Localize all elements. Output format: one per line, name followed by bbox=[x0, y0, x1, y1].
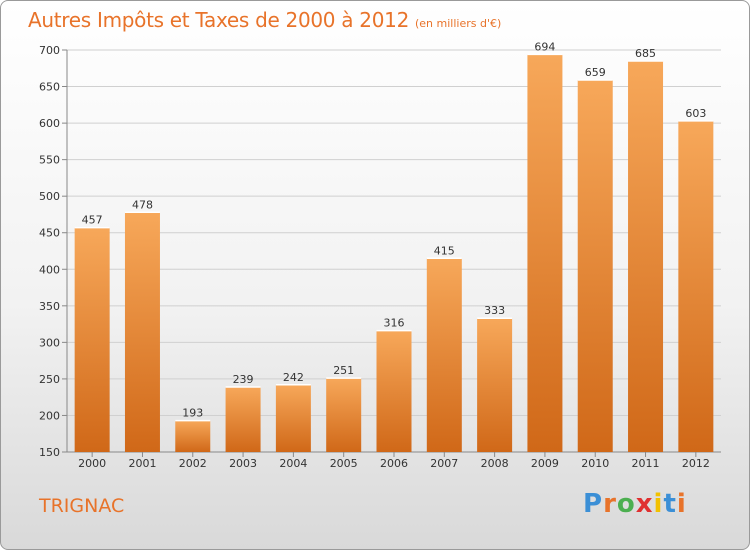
bar-2000 bbox=[74, 227, 110, 452]
value-label: 242 bbox=[283, 371, 304, 384]
x-tick-label: 2004 bbox=[279, 457, 307, 470]
y-tick-label: 500 bbox=[39, 190, 60, 203]
bar-2004 bbox=[275, 384, 311, 452]
x-tick-label: 2010 bbox=[581, 457, 609, 470]
y-tick-label: 250 bbox=[39, 373, 60, 386]
logo-letter: P bbox=[583, 489, 604, 519]
value-label: 333 bbox=[484, 304, 505, 317]
bar-2005 bbox=[326, 378, 362, 452]
bar-2010 bbox=[577, 79, 613, 452]
value-label: 659 bbox=[585, 66, 606, 79]
value-label: 603 bbox=[685, 107, 706, 120]
x-tick-label: 2007 bbox=[430, 457, 458, 470]
x-tick-label: 2011 bbox=[632, 457, 660, 470]
logo-letter: i bbox=[653, 489, 664, 519]
logo-letter: r bbox=[603, 489, 617, 519]
x-tick-label: 2003 bbox=[229, 457, 257, 470]
x-tick-label: 2000 bbox=[78, 457, 106, 470]
chart-title: Autres Impôts et Taxes de 2000 à 2012 (en… bbox=[28, 8, 501, 32]
value-label: 316 bbox=[384, 317, 405, 330]
value-label: 694 bbox=[534, 40, 555, 53]
x-tick-label: 2009 bbox=[531, 457, 559, 470]
value-label: 685 bbox=[635, 47, 656, 60]
bar-2009 bbox=[527, 54, 563, 452]
logo-letter: x bbox=[635, 489, 654, 519]
value-label: 478 bbox=[132, 198, 153, 211]
value-label: 415 bbox=[434, 244, 455, 257]
bar-2003 bbox=[225, 386, 261, 452]
value-label: 457 bbox=[82, 214, 103, 227]
logo-letter: o bbox=[616, 489, 636, 519]
x-tick-label: 2008 bbox=[481, 457, 509, 470]
y-tick-label: 200 bbox=[39, 409, 60, 422]
x-tick-label: 2002 bbox=[179, 457, 207, 470]
y-tick-label: 700 bbox=[39, 44, 60, 57]
bar-2007 bbox=[426, 258, 462, 452]
y-tick-label: 550 bbox=[39, 154, 60, 167]
value-label: 239 bbox=[233, 373, 254, 386]
x-tick-label: 2006 bbox=[380, 457, 408, 470]
y-tick-label: 150 bbox=[39, 446, 60, 459]
logo-letter: t bbox=[663, 489, 677, 519]
logo-letter: i bbox=[676, 489, 687, 519]
proxiti-logo: Proxiti bbox=[583, 489, 687, 519]
y-tick-label: 600 bbox=[39, 117, 60, 130]
bar-2011 bbox=[628, 60, 664, 453]
labels: 150 200 250 300 350 400 450 500 550 600 650 700 457 2… bbox=[39, 40, 710, 470]
x-tick-label: 2001 bbox=[128, 457, 156, 470]
y-tick-label: 400 bbox=[39, 263, 60, 276]
y-tick-label: 450 bbox=[39, 227, 60, 240]
bar-2008 bbox=[477, 318, 513, 452]
bar-2002 bbox=[175, 420, 211, 452]
bar-2006 bbox=[376, 330, 412, 452]
y-tick-label: 650 bbox=[39, 81, 60, 94]
x-tick-label: 2005 bbox=[330, 457, 358, 470]
value-label: 251 bbox=[333, 364, 354, 377]
chart-subtitle: (en milliers d'€) bbox=[415, 17, 502, 30]
bars bbox=[74, 53, 714, 453]
x-tick-label: 2012 bbox=[682, 457, 710, 470]
y-tick-label: 350 bbox=[39, 300, 60, 313]
bar-2001 bbox=[124, 212, 160, 452]
y-tick-label: 300 bbox=[39, 336, 60, 349]
bar-2012 bbox=[678, 120, 714, 452]
title-text: Autres Impôts et Taxes de 2000 à 2012 bbox=[28, 8, 409, 32]
city-name: TRIGNAC bbox=[39, 495, 125, 517]
value-label: 193 bbox=[182, 407, 203, 420]
